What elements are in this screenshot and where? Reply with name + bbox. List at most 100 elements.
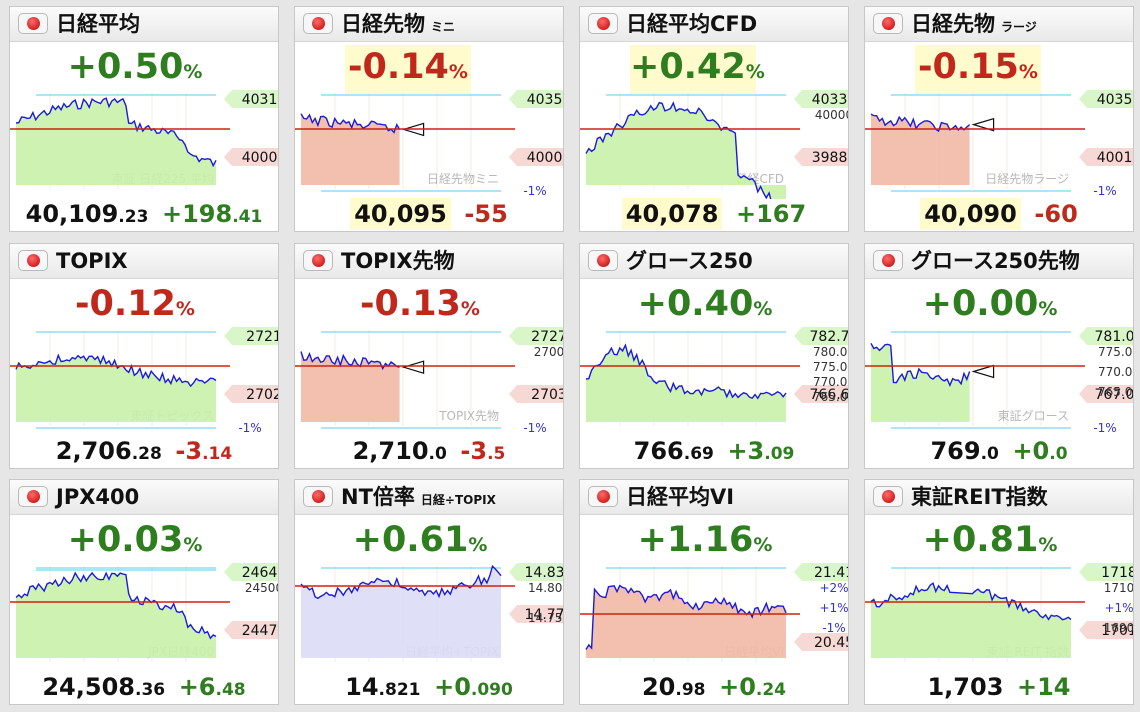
low-tag [224, 621, 278, 639]
tile-title: グロース250先物 [911, 249, 1080, 273]
low-tag [509, 385, 563, 403]
high-tag [509, 563, 563, 581]
price-value: 766.69 [633, 437, 714, 465]
price-change: +6.48 [178, 673, 246, 701]
series-area [16, 573, 216, 658]
current-marker-icon [971, 117, 995, 132]
low-tag [794, 385, 848, 403]
price-value: 14.821 [345, 673, 421, 701]
series-line [15, 353, 217, 388]
low-label: 766.69 [810, 387, 850, 403]
tile-header: NT倍率 日経÷TOPIX [295, 480, 563, 515]
index-tile[interactable]: グロース250 +0.40% 782.76 766.69 780.00775.0077… [579, 243, 849, 469]
high-label: 40350 [1097, 92, 1134, 108]
tile-title: 日経先物 ラージ [911, 12, 1037, 36]
high-label: 2727 [531, 329, 564, 345]
axis-tick-label: 770.00 [813, 375, 849, 389]
price-change: +0.0 [1012, 437, 1068, 465]
percent-label: -1% [1093, 421, 1116, 435]
axis-tick-label: 770.00 [1098, 365, 1134, 379]
index-tile[interactable]: グロース250先物 +0.00% 東証グロース -1% 781.00 767.00 775… [864, 243, 1134, 469]
percent-change: +1.16% [637, 520, 773, 560]
series-line [15, 571, 217, 640]
tile-header: グロース250 [580, 244, 848, 279]
price-line: 40,090 -60 [865, 197, 1133, 231]
axis-tick-label: +2% [819, 581, 848, 595]
sparkline-chart: 東証 REIT 指数171817011710+1%1690 [865, 563, 1134, 662]
index-tile[interactable]: 日経平均 +0.50%東証 日経225 平均4031440001 40,109.… [9, 6, 279, 232]
series-area [586, 345, 786, 422]
price-line: 20.98 +0.24 [580, 670, 848, 704]
price-line: 40,095 -55 [295, 197, 563, 231]
low-tag [1079, 148, 1133, 166]
tile-header: 日経平均VI [580, 480, 848, 515]
price-value: 2,710.0 [352, 437, 447, 465]
price-change: +198.41 [161, 200, 263, 228]
high-label: 2721 [246, 329, 279, 345]
percent-change: +0.03% [67, 520, 203, 560]
price-line: 14.821 +0.090 [295, 670, 563, 704]
price-change: +14 [1016, 673, 1071, 701]
tile-title: 日経平均 [56, 12, 140, 36]
high-label: 24647 [242, 565, 279, 581]
percent-change: +0.61% [352, 520, 488, 560]
index-tile[interactable]: JPX400 +0.03%JPX日経400+1%246472447124500 … [9, 479, 279, 705]
low-label: 40010 [1097, 150, 1134, 166]
price-change: +0.24 [719, 673, 787, 701]
high-label: 14.836 [525, 565, 565, 581]
sparkline-chart: 日経先物ミニ -1% 40355 40005 [295, 90, 563, 198]
series-area [16, 98, 216, 185]
low-label: 1701 [1101, 623, 1134, 639]
price-change: -3.14 [175, 437, 233, 465]
price-line: 766.69 +3.09 [580, 434, 848, 468]
percent-change: +0.42% [630, 45, 765, 94]
series-area [871, 114, 970, 185]
tile-title: 日経平均VI [626, 485, 735, 509]
percent-change: -0.13% [360, 284, 480, 324]
high-tag [1079, 563, 1133, 581]
axis-tick-label: 2700 [534, 345, 564, 359]
low-label: 20.45 [814, 635, 849, 651]
japan-flag-icon [588, 486, 618, 507]
index-tile[interactable]: 日経平均CFD +0.42%日経CFD403383988140000 40,07… [579, 6, 849, 232]
high-label: 21.41 [814, 565, 849, 581]
series-area [586, 102, 786, 199]
price-line: 24,508.36 +6.48 [10, 670, 278, 704]
tile-title: 日経平均CFD [626, 12, 758, 36]
tile-header: TOPIX先物 [295, 244, 563, 279]
price-value: 769.0 [930, 437, 999, 465]
series-area [301, 351, 400, 422]
tile-header: 日経平均 [10, 7, 278, 42]
index-tile[interactable]: 東証REIT指数 +0.81%東証 REIT 指数171817011710+1%… [864, 479, 1134, 705]
index-tile[interactable]: 日経先物ミニ -0.14% 日経先物ミニ -1% 40355 40005 40,095 … [294, 6, 564, 232]
japan-flag-icon [588, 250, 618, 271]
low-tag [1079, 621, 1133, 639]
high-tag [1079, 327, 1133, 345]
japan-flag-icon [303, 13, 333, 34]
tile-title: TOPIX [56, 249, 128, 273]
series-line [300, 351, 400, 371]
high-tag [224, 90, 278, 108]
price-line: 40,078 +167 [580, 197, 848, 231]
index-tile[interactable]: TOPIX先物 -0.13% TOPIX先物 -1% 2727 2703 2700 2,7… [294, 243, 564, 469]
index-tile[interactable]: 日経平均VI +1.16%日経平均VI21.4120.45+2%+1%-1% 2… [579, 479, 849, 705]
percent-change: -0.14% [345, 45, 471, 94]
index-tile[interactable]: 日経先物ラージ -0.15% 日経先物ラージ -1% 40350 40010 40,09… [864, 6, 1134, 232]
price-value: 24,508.36 [42, 673, 166, 701]
axis-tick-label: 14.800 [528, 581, 564, 595]
percent-change: +0.50% [67, 47, 203, 87]
sparkline-chart: JPX日経400+1%246472447124500 [10, 563, 279, 662]
series-line [585, 343, 787, 400]
axis-tick-label: 1690 [1104, 621, 1134, 635]
low-tag [224, 148, 278, 166]
high-tag [509, 327, 563, 345]
price-value: 20.98 [641, 673, 706, 701]
high-tag [794, 563, 848, 581]
price-value: 40,090 [920, 198, 1021, 230]
low-tag [509, 605, 563, 623]
japan-flag-icon [18, 250, 48, 271]
price-change: -3.5 [460, 437, 506, 465]
